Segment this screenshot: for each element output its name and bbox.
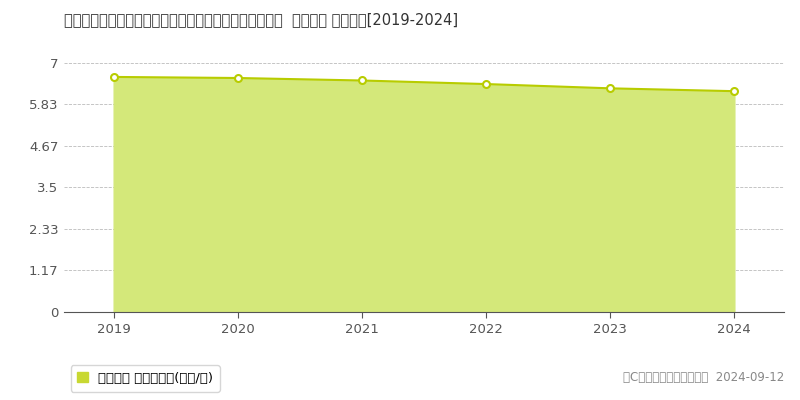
Point	[604, 85, 617, 92]
Point	[728, 88, 741, 94]
Point	[107, 74, 120, 80]
Point	[480, 81, 493, 87]
Point	[355, 77, 368, 84]
Text: 山口県熊毛郡平生町大字宇佐木字下猿田１０３１０番６  地価公示 地価推移[2019-2024]: 山口県熊毛郡平生町大字宇佐木字下猿田１０３１０番６ 地価公示 地価推移[2019…	[64, 12, 458, 27]
Point	[231, 75, 244, 81]
Text: （C）土地価格ドットコム  2024-09-12: （C）土地価格ドットコム 2024-09-12	[622, 371, 784, 384]
Legend: 地価公示 平均坪単価(万円/坪): 地価公示 平均坪単価(万円/坪)	[70, 365, 220, 392]
